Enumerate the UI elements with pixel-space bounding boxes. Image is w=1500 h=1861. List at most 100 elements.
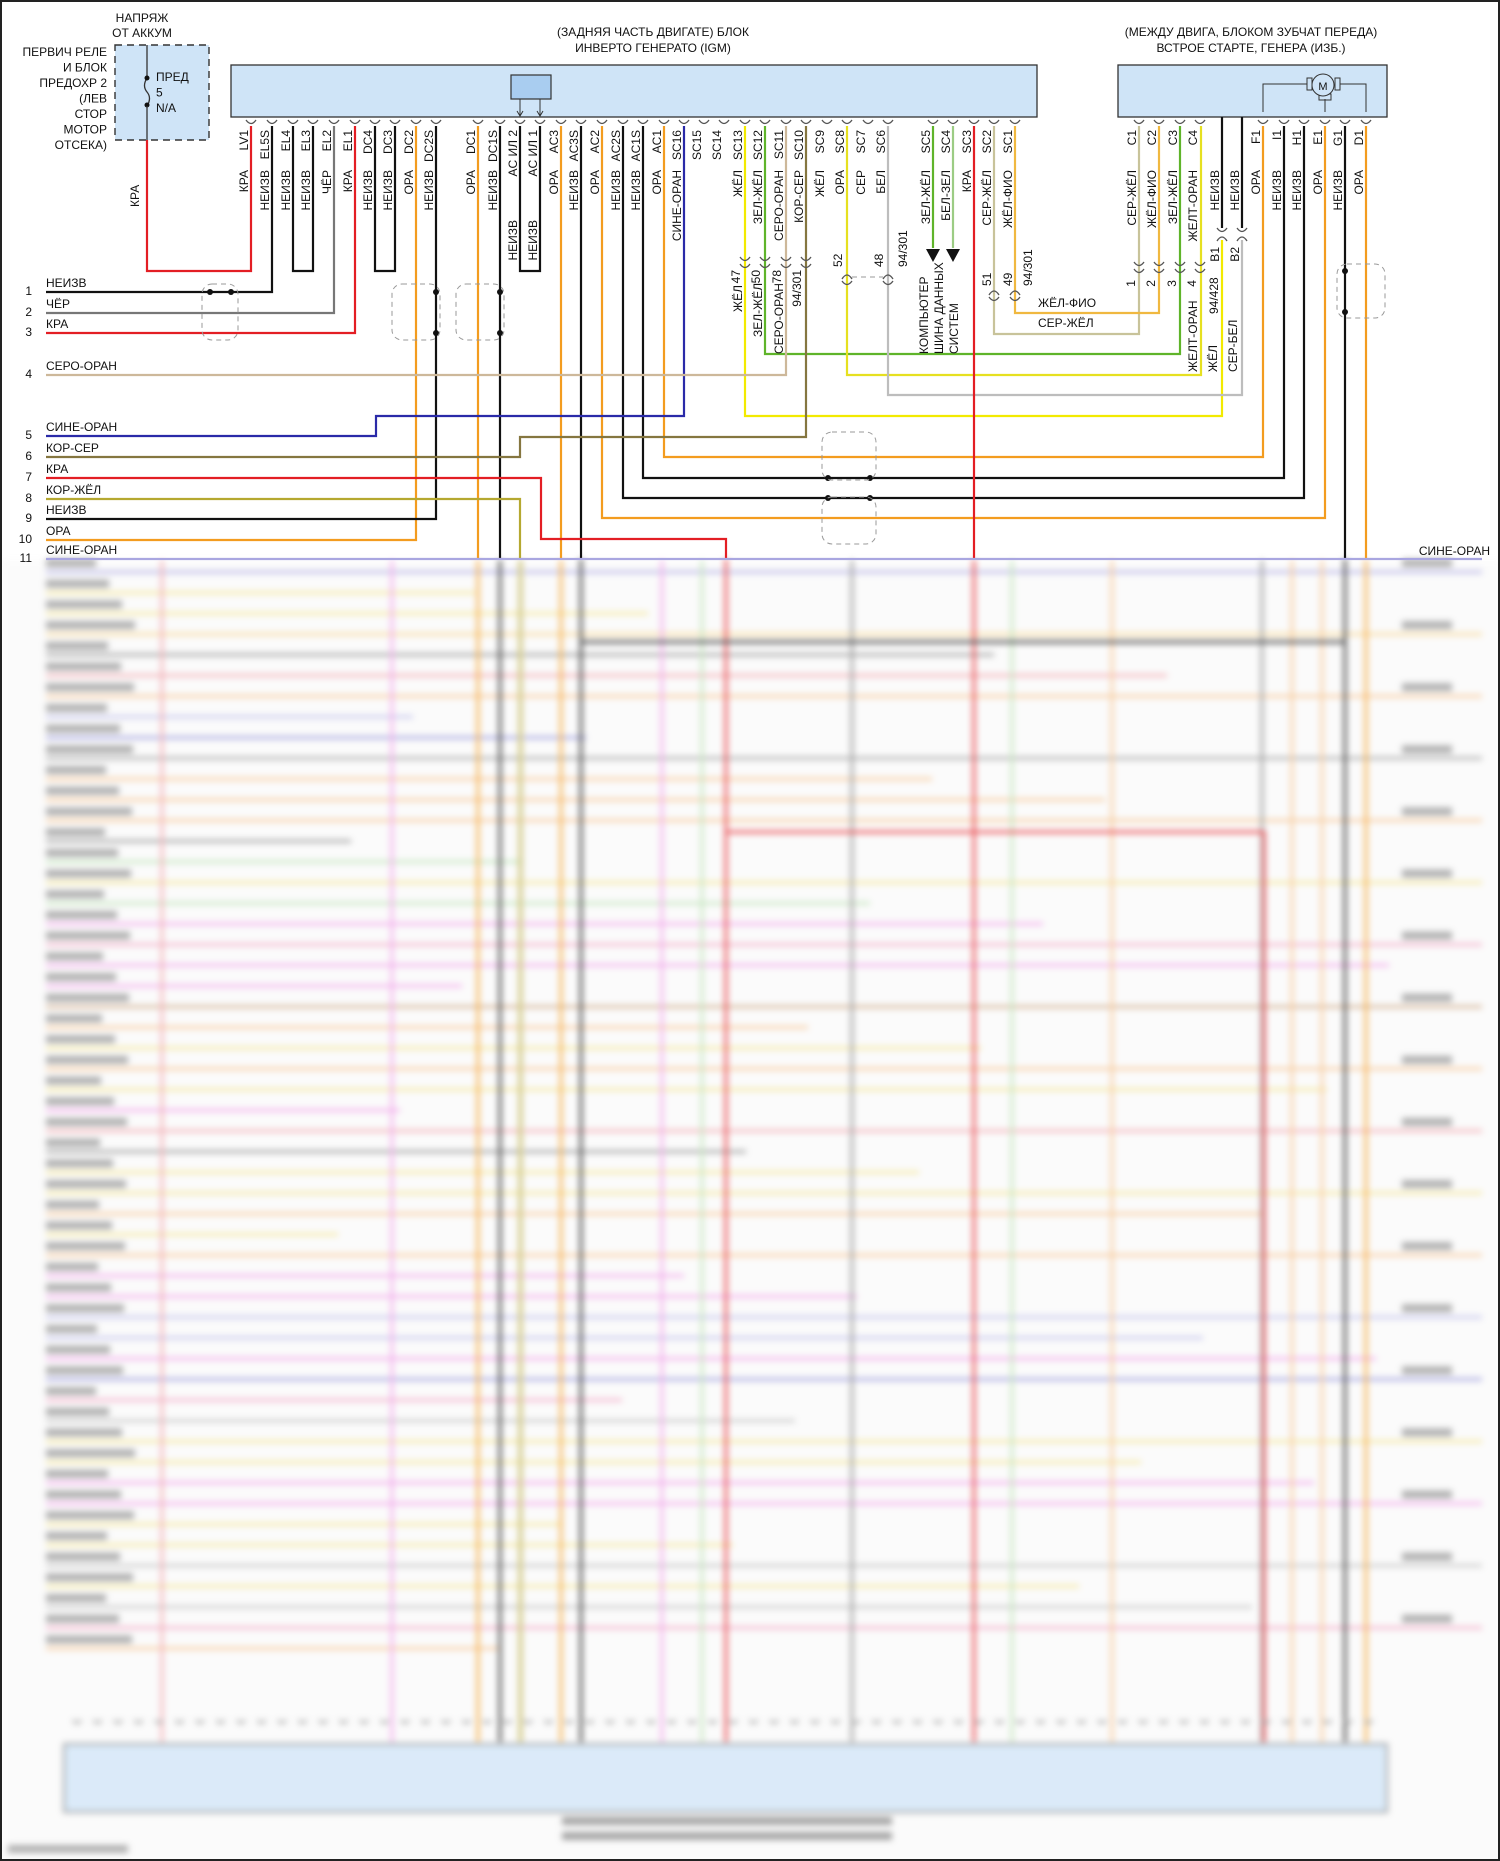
connector-pin-icon bbox=[892, 1719, 902, 1724]
blurred-label bbox=[46, 807, 132, 816]
connector-pin-icon bbox=[1194, 261, 1206, 267]
pin-label: DC2 bbox=[402, 130, 416, 154]
wire-color-label: КРА bbox=[341, 170, 355, 192]
pin-label: AC1S bbox=[629, 130, 643, 161]
connector-pin-icon bbox=[728, 1719, 738, 1724]
connector-pin-icon bbox=[800, 119, 812, 125]
connector-pin-icon bbox=[625, 1719, 636, 1724]
blurred-label bbox=[46, 890, 104, 899]
connector-pin-icon bbox=[1194, 268, 1206, 274]
inline-connector-label: 47 bbox=[729, 270, 743, 284]
blurred-label bbox=[46, 600, 122, 609]
fuse-block-label: (ЛЕВ bbox=[79, 92, 107, 106]
wire-color-label: НЕИЗВ bbox=[361, 170, 375, 211]
blurred-label bbox=[46, 703, 107, 712]
connector-pin-icon bbox=[359, 1719, 369, 1724]
blurred-label bbox=[46, 1614, 119, 1623]
connector-pin-icon bbox=[882, 119, 894, 125]
wire-color-label: НЕИЗВ bbox=[422, 170, 436, 211]
wire bbox=[46, 126, 336, 315]
connector-pin-icon bbox=[841, 274, 853, 280]
pin-label: DC2S bbox=[422, 130, 436, 162]
connector-pin-icon bbox=[658, 119, 670, 125]
connector-pin-icon bbox=[698, 119, 710, 125]
blurred-label bbox=[46, 1055, 128, 1064]
connector-pin-icon bbox=[1261, 1719, 1271, 1724]
wire-color-label: ЖЁЛ-ФИО bbox=[1145, 170, 1159, 228]
connector-pin-icon bbox=[514, 119, 526, 125]
pin-label: EL2 bbox=[320, 130, 334, 152]
pin-label: EL3 bbox=[299, 130, 313, 152]
wire-color-label: ЗЕЛ-ЖЁЛ bbox=[919, 170, 933, 224]
wire bbox=[291, 126, 315, 273]
wire bbox=[373, 126, 397, 273]
blurred-label bbox=[8, 1845, 128, 1853]
wire bbox=[46, 126, 438, 521]
wire bbox=[641, 126, 1286, 480]
wire-color-label: ОРА bbox=[1311, 170, 1325, 195]
connector-pin-icon bbox=[410, 119, 422, 125]
connector-pin-icon bbox=[988, 119, 1000, 125]
fuse-block-label: СТОР bbox=[75, 107, 107, 121]
wire-color-label: СИНЕ-ОРАН bbox=[670, 170, 684, 241]
connector-pin-icon bbox=[379, 1719, 390, 1724]
splice-dot bbox=[1342, 309, 1348, 315]
connector-pin-icon bbox=[1179, 1719, 1189, 1724]
inline-connector-label: 52 bbox=[831, 253, 845, 267]
blurred-label bbox=[46, 1449, 135, 1458]
pin-label: AC ИЛ 1 bbox=[526, 130, 540, 177]
wire bbox=[46, 126, 788, 377]
wire bbox=[46, 126, 686, 438]
blurred-label bbox=[1402, 869, 1452, 878]
connector-pin-icon bbox=[646, 1719, 656, 1724]
wire bbox=[46, 476, 728, 559]
blurred-label bbox=[46, 1387, 96, 1395]
wire bbox=[763, 126, 1182, 356]
blurred-wire bbox=[579, 559, 1347, 644]
connector-pin-icon bbox=[1133, 261, 1145, 267]
splice-dot bbox=[497, 330, 503, 336]
connector-label: 2 bbox=[1144, 280, 1158, 287]
connector-pin-icon bbox=[912, 1719, 923, 1724]
connector-pin-icon bbox=[256, 1719, 267, 1724]
pin-label: E1 bbox=[1311, 130, 1325, 145]
inline-connector-label: 78 bbox=[770, 270, 784, 284]
pin-label: SC2 bbox=[980, 130, 994, 154]
pin-label: SC16 bbox=[670, 130, 684, 160]
splice-dot bbox=[433, 289, 439, 295]
pin-label: F1 bbox=[1249, 130, 1263, 144]
connector-label: 94/428 bbox=[1207, 277, 1221, 314]
blurred-label bbox=[1402, 1117, 1452, 1126]
wire bbox=[46, 126, 808, 459]
arrow-down-icon bbox=[536, 110, 544, 117]
wire-color-label: ОРА bbox=[650, 170, 664, 195]
blurred-label bbox=[46, 1159, 113, 1168]
connector-pin-icon bbox=[1015, 1719, 1025, 1724]
blurred-label bbox=[1402, 1614, 1452, 1623]
blurred-label bbox=[1402, 1242, 1452, 1251]
wire-color-label: ОРА bbox=[547, 170, 561, 195]
pin-label: I1 bbox=[1270, 130, 1284, 140]
blurred-label bbox=[46, 766, 106, 774]
connector-pin-icon bbox=[277, 1719, 287, 1724]
blurred-label bbox=[46, 869, 131, 878]
wire-color-label: НЕИЗВ bbox=[381, 170, 395, 211]
motor-line bbox=[1340, 83, 1367, 112]
connector-pin-icon bbox=[1343, 1719, 1353, 1724]
blurred-label bbox=[46, 662, 121, 671]
connector-pin-icon bbox=[555, 119, 567, 125]
connector-pin-icon bbox=[472, 119, 484, 125]
blurred-label bbox=[1402, 1055, 1452, 1064]
connector-pin-icon bbox=[748, 1719, 759, 1724]
connector-pin-icon bbox=[266, 119, 278, 125]
blurred-label bbox=[46, 786, 119, 795]
fuse-label: ПРЕД bbox=[156, 70, 189, 84]
data-bus-label: ШИНА ДАННЫХ bbox=[932, 262, 946, 354]
pin-label: AC1 bbox=[650, 130, 664, 154]
blurred-label bbox=[46, 1035, 115, 1044]
wire-color-label: ЖЁЛ bbox=[813, 170, 827, 197]
connector-pin-icon bbox=[1194, 119, 1206, 125]
starter-title: (МЕЖДУ ДВИГА, БЛОКОМ ЗУБЧАТ ПЕРЕДА) bbox=[1125, 25, 1378, 39]
connector-pin-icon bbox=[494, 119, 506, 125]
connector-pin-icon bbox=[933, 1719, 943, 1724]
